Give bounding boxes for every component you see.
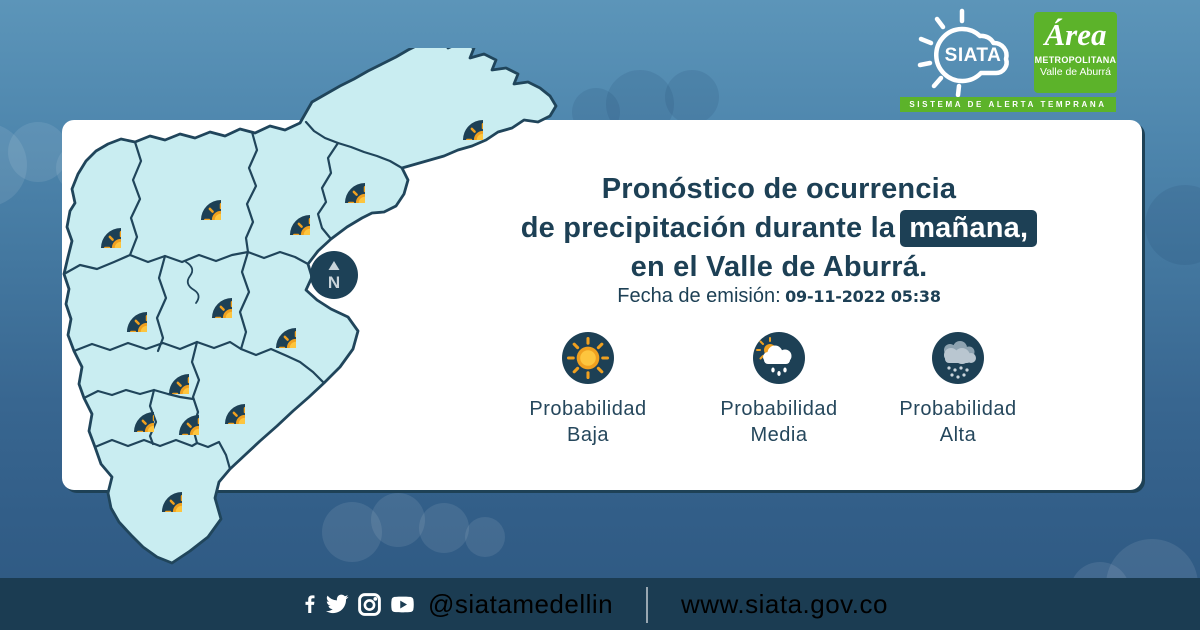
website-url[interactable]: www.siata.gov.co: [681, 589, 888, 619]
legend-label-media: Probabilidad Media: [720, 398, 838, 446]
forecast-title: Pronóstico de ocurrencia de precipitació…: [468, 170, 1090, 287]
emission-date-value: 09-11-2022 05:38: [785, 287, 941, 306]
sun-cloud-rain-icon: [753, 332, 805, 384]
title-line-3: en el Valle de Aburrá.: [630, 251, 928, 283]
title-line-2-prefix: de precipitación durante la: [520, 212, 896, 244]
amva-logo-valle: Valle de Aburrá: [1039, 66, 1112, 78]
amva-logo-script: Área: [1044, 17, 1107, 52]
municipality-sun-icon: [203, 382, 245, 424]
facebook-icon[interactable]: [303, 591, 317, 617]
sun-icon: [562, 332, 614, 384]
municipality-sun-icon: [79, 206, 121, 248]
twitter-icon[interactable]: [324, 592, 350, 616]
municipality-sun-icon: [441, 98, 483, 140]
municipality-sun-icon: [190, 276, 232, 318]
footer-bar: [0, 578, 1200, 630]
municipality-sun-icon: [254, 306, 296, 348]
social-handle[interactable]: @siatamedellin: [428, 589, 614, 619]
youtube-icon[interactable]: [389, 591, 416, 618]
municipality-sun-icon: [140, 470, 182, 512]
title-line-1: Pronóstico de ocurrencia: [601, 173, 957, 205]
amva-logo: Área METROPOLITANA Valle de Aburrá: [1034, 12, 1117, 93]
emission-date: Fecha de emisión: 09-11-2022 05:38: [468, 285, 1090, 308]
title-highlight-manana: mañana,: [900, 210, 1038, 247]
compass-north-icon: N: [310, 251, 358, 299]
alert-system-banner: SISTEMA DE ALERTA TEMPRANA: [900, 97, 1116, 112]
legend-item-alta: Probabilidad Alta: [868, 332, 1048, 448]
amva-logo-metropolitana: METROPOLITANA: [1034, 55, 1117, 65]
legend-label-alta: Probabilidad Alta: [899, 398, 1017, 446]
emission-date-label: Fecha de emisión:: [617, 285, 781, 307]
instagram-icon[interactable]: [357, 592, 382, 617]
municipality-sun-icon: [268, 193, 310, 235]
siata-logo: SIATA: [917, 8, 1009, 98]
legend-item-media: Probabilidad Media: [689, 332, 869, 448]
municipality-sun-icon: [105, 290, 147, 332]
siata-logo-text: SIATA: [945, 45, 1002, 66]
footer-divider: [646, 587, 648, 623]
municipality-sun-icon: [323, 161, 365, 203]
compass-label: N: [328, 273, 340, 292]
municipality-sun-icon: [112, 390, 154, 432]
municipality-sun-icon: [147, 352, 189, 394]
storm-cloud-rain-icon: [932, 332, 984, 384]
legend-label-baja: Probabilidad Baja: [529, 398, 647, 446]
title-line-2: de precipitación durante la mañana,: [468, 209, 1090, 248]
municipality-sun-icon: [157, 393, 199, 435]
social-icons: [303, 591, 416, 617]
municipality-sun-icon: [179, 178, 221, 220]
legend-item-baja: Probabilidad Baja: [498, 332, 678, 448]
